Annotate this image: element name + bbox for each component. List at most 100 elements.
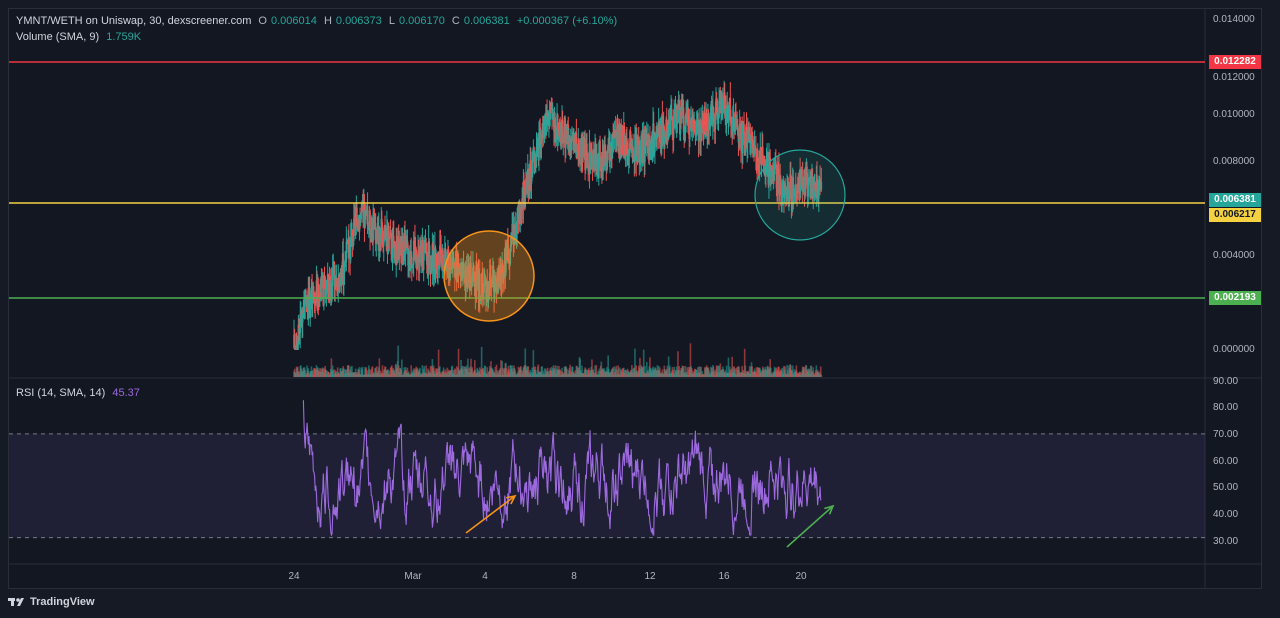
volume-bar	[690, 367, 693, 377]
candle-body	[339, 279, 341, 281]
volume-bar	[348, 365, 350, 377]
candle-body	[428, 241, 431, 269]
volume-bar	[815, 365, 818, 377]
volume-bar	[401, 359, 403, 377]
volume-bar	[543, 368, 546, 377]
candle-body	[772, 170, 775, 184]
candle-body	[682, 107, 685, 133]
candle-body	[367, 225, 369, 230]
candle-body	[490, 285, 493, 287]
candle-body	[304, 290, 307, 303]
candle-body	[586, 143, 588, 160]
candle-body	[301, 313, 304, 323]
volume-bar	[520, 369, 523, 377]
volume-bar	[527, 366, 530, 377]
candle-body	[337, 278, 340, 293]
candle-body	[546, 114, 548, 117]
volume-bar	[684, 365, 687, 377]
rsi-legend: RSI (14, SMA, 14) 45.37	[16, 387, 144, 399]
candle-body	[310, 301, 312, 310]
volume-bar	[537, 364, 540, 377]
candle-body	[448, 269, 451, 278]
candle-body	[662, 123, 664, 146]
candle-body	[780, 182, 782, 196]
volume-bar	[307, 368, 310, 377]
candle-body	[729, 98, 732, 121]
candle-body	[472, 267, 475, 273]
candle-body	[781, 192, 784, 194]
candle-body	[615, 129, 618, 145]
candle-body	[451, 264, 454, 268]
volume-bar	[554, 365, 556, 377]
rsi-tick: 50.00	[1213, 482, 1239, 493]
symbol-info: YMNT/WETH on Uniswap, 30, dexscreener.co…	[16, 15, 621, 27]
candle-body	[308, 290, 311, 318]
volume-bar	[532, 350, 535, 377]
candle-body	[349, 237, 352, 260]
candle-body	[793, 196, 795, 201]
candle-body	[816, 189, 819, 194]
resistance-price-tag: 0.012282	[1209, 55, 1261, 69]
open-label: O	[258, 15, 267, 27]
candle-body	[550, 104, 552, 106]
candle-body	[760, 149, 763, 164]
volume-bar	[354, 368, 357, 377]
candle-body	[324, 276, 326, 288]
candle-body	[626, 140, 628, 154]
candle-body	[495, 276, 497, 292]
candle-body	[783, 183, 786, 199]
candle-body	[381, 218, 383, 232]
candle-body	[450, 257, 452, 269]
candle-body	[392, 234, 394, 236]
volume-bar	[819, 366, 822, 377]
low-label: L	[388, 15, 395, 27]
tradingview-logo[interactable]: TradingView	[8, 596, 95, 608]
candle-body	[432, 244, 434, 250]
volume-bar	[571, 366, 574, 377]
candle-body	[305, 290, 307, 296]
candle-body	[704, 134, 707, 136]
volume-bar	[388, 370, 391, 377]
volume-bar	[781, 367, 784, 377]
volume-bar	[397, 365, 400, 377]
candle-body	[621, 132, 623, 154]
volume-bar	[820, 374, 823, 377]
candle-body	[424, 241, 427, 252]
volume-bar	[371, 366, 374, 377]
candle-body	[709, 116, 712, 128]
candle-body	[465, 274, 467, 288]
candle-body	[482, 282, 484, 300]
candle-body	[564, 133, 567, 148]
candle-body	[702, 120, 704, 129]
volume-bar	[439, 366, 441, 377]
candle-body	[482, 292, 485, 300]
candle-body	[555, 139, 557, 141]
candle-body	[644, 137, 647, 142]
candle-body	[671, 118, 674, 129]
candle-body	[515, 234, 518, 242]
candle-body	[509, 250, 512, 265]
candle-body	[439, 245, 441, 265]
candle-body	[522, 185, 525, 209]
volume-legend-label: Volume (SMA, 9)	[16, 31, 100, 43]
volume-bar	[799, 372, 801, 377]
candle-body	[353, 218, 355, 241]
volume-bar	[328, 372, 330, 377]
candle-body	[457, 258, 460, 273]
candle-body	[330, 282, 333, 299]
candle-body	[667, 119, 670, 139]
candle-body	[742, 123, 745, 125]
candle-body	[432, 249, 435, 274]
candle-body	[594, 143, 597, 155]
volume-bar	[808, 369, 811, 377]
candle-body	[483, 282, 485, 293]
candle-body	[564, 117, 566, 148]
volume-bar	[484, 366, 487, 377]
candle-body	[379, 242, 381, 246]
candle-body	[317, 283, 320, 302]
candle-body	[739, 123, 742, 133]
candle-body	[748, 129, 750, 139]
candle-body	[733, 113, 735, 132]
candle-body	[795, 190, 798, 195]
